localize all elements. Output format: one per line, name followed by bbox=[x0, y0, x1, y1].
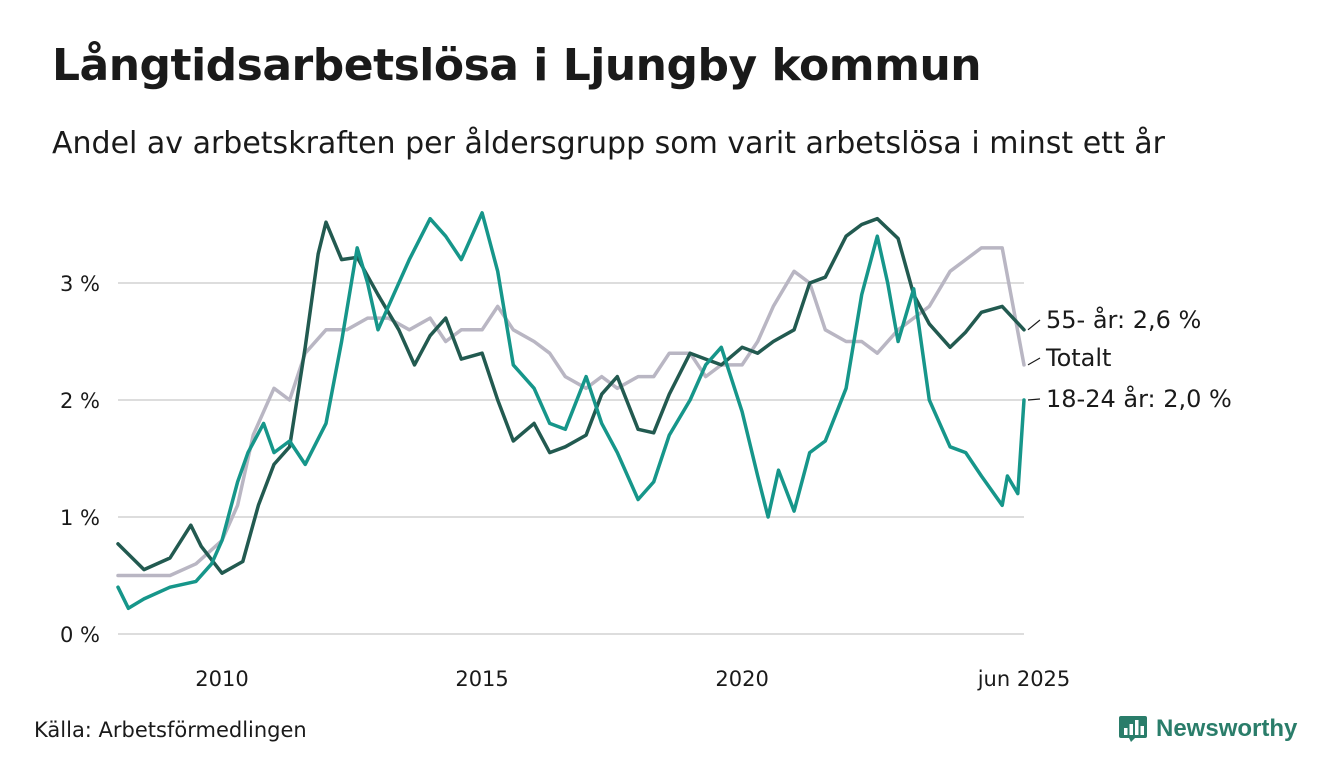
brand-name: Newsworthy bbox=[1156, 715, 1298, 742]
series-line bbox=[116, 216, 1026, 575]
series-end-label: 55- år: 2,6 % bbox=[1046, 305, 1201, 334]
end-label-connector bbox=[1027, 398, 1041, 401]
y-tick-label: 2 % bbox=[60, 389, 100, 413]
end-label-connector bbox=[1027, 357, 1041, 366]
series-line bbox=[116, 246, 1026, 578]
y-tick-label: 1 % bbox=[60, 506, 100, 530]
label-layer: Totalt 55- år: 2,6 % 18-24 år: 2,0 % bbox=[1027, 305, 1232, 413]
page-title: Långtidsarbetslösa i Ljungby kommun bbox=[52, 40, 982, 91]
series-end-label: 18-24 år: 2,0 % bbox=[1046, 384, 1232, 413]
x-tick-label: 2010 bbox=[195, 667, 248, 691]
y-tick-label: 0 % bbox=[60, 623, 100, 647]
series-end-label: Totalt bbox=[1045, 344, 1111, 372]
y-tick-label: 3 % bbox=[60, 272, 100, 296]
bar-chart-icon bbox=[1119, 716, 1147, 742]
series-line bbox=[116, 211, 1026, 611]
brand-logo[interactable]: Newsworthy bbox=[1118, 714, 1297, 744]
source-note: Källa: Arbetsförmedlingen bbox=[34, 718, 307, 742]
x-tick-label: 2020 bbox=[715, 667, 768, 691]
end-label-connector bbox=[1027, 319, 1041, 331]
x-tick-label: jun 2025 bbox=[977, 667, 1071, 691]
page-subtitle: Andel av arbetskraften per åldersgrupp s… bbox=[52, 126, 1165, 161]
grid-layer: 0 % 1 % 2 % 3 % 2010 2015 2020 jun 2025 bbox=[60, 272, 1070, 691]
x-tick-label: 2015 bbox=[455, 667, 508, 691]
series-layer bbox=[116, 211, 1026, 611]
